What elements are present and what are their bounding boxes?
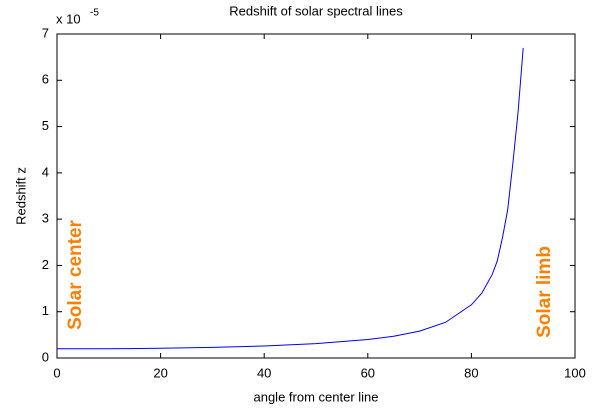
x-tick-label: 0: [53, 365, 60, 380]
annotation: Solar center: [65, 219, 86, 329]
y-tick-label: 6: [42, 72, 49, 87]
annotation: Solar limb: [534, 246, 555, 338]
y-axis-label: Redshift z: [13, 167, 28, 225]
plot-area: [56, 33, 576, 359]
y-multiplier-exponent: -5: [90, 8, 99, 19]
y-tick-label: 1: [42, 303, 49, 318]
data-line: [57, 47, 524, 350]
y-tick-label: 0: [42, 349, 49, 364]
y-tick-label: 3: [42, 211, 49, 226]
x-tick-label: 60: [361, 365, 375, 380]
x-axis-label: angle from center line: [253, 389, 378, 404]
x-tick-label: 80: [464, 365, 478, 380]
x-tick-label: 100: [564, 365, 586, 380]
chart-title: Redshift of solar spectral lines: [229, 3, 403, 18]
y-tick-label: 2: [42, 257, 49, 272]
y-tick-label: 4: [42, 164, 49, 179]
y-tick-label: 7: [42, 25, 49, 40]
y-tick-label: 5: [42, 118, 49, 133]
x-tick-label: 40: [257, 365, 271, 380]
x-tick-label: 20: [153, 365, 167, 380]
y-multiplier: x 10: [56, 11, 81, 26]
